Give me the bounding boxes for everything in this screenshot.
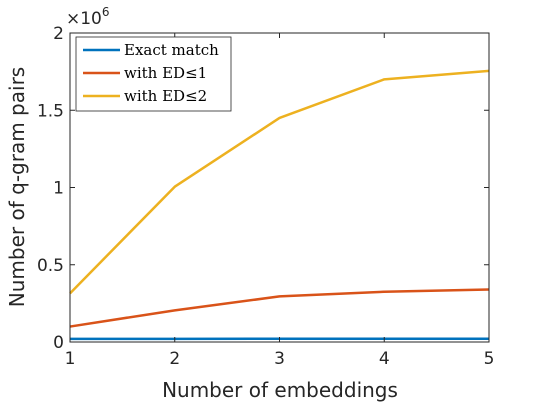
series-line-2 (69, 69, 490, 295)
y-tick-label: 1 (53, 179, 64, 199)
x-axis-title: Number of embeddings (162, 378, 398, 402)
x-tick-label: 1 (65, 349, 76, 369)
y-axis-exponent: ×106 (66, 5, 110, 29)
x-axis-ticks: 1 2 3 4 5 (65, 33, 495, 369)
y-axis-exponent-power: 6 (102, 5, 110, 19)
legend-label-1: with ED≤1 (124, 64, 207, 82)
y-tick-label: 2 (53, 24, 64, 44)
x-tick-label: 5 (484, 349, 495, 369)
legend-label-0: Exact match (124, 41, 219, 59)
y-tick-label: 1.5 (37, 101, 64, 121)
y-tick-label: 0 (53, 333, 64, 353)
series-line-1 (69, 288, 490, 328)
x-tick-label: 2 (169, 349, 180, 369)
x-tick-label: 4 (379, 349, 390, 369)
legend: Exact match with ED≤1 with ED≤2 (75, 36, 232, 112)
y-tick-label: 0.5 (37, 256, 64, 276)
y-axis-title: Number of q-gram pairs (5, 67, 29, 307)
y-axis-ticks: 0 0.5 1 1.5 2 (37, 24, 489, 353)
legend-label-2: with ED≤2 (124, 87, 207, 105)
y-axis-exponent-prefix: ×10 (66, 9, 102, 29)
x-tick-label: 3 (274, 349, 285, 369)
